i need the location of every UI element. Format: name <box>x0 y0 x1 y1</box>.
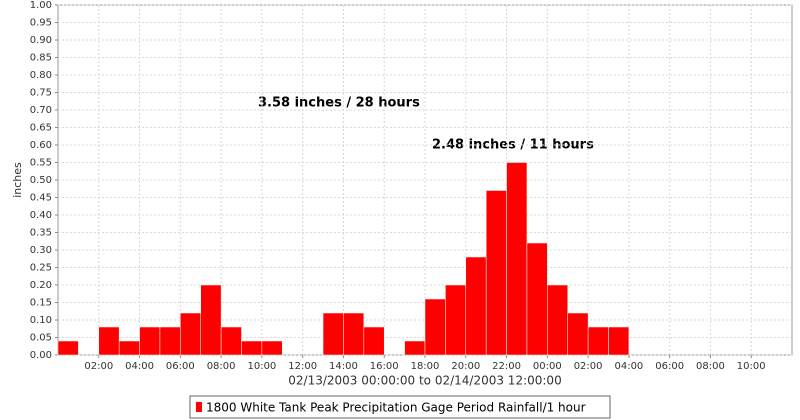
bar <box>526 242 548 356</box>
y-axis-label: inches <box>11 162 24 198</box>
bar <box>261 340 283 356</box>
bar <box>200 284 222 356</box>
bar <box>180 312 201 356</box>
bar <box>57 340 79 356</box>
bar <box>587 326 609 356</box>
y-tick-label: 0.75 <box>30 88 52 99</box>
x-tick-label: 18:00 <box>411 361 440 372</box>
y-tick-label: 0.05 <box>30 333 52 344</box>
annotation: 2.48 inches / 11 hours <box>432 138 594 153</box>
y-tick-label: 0.10 <box>30 315 52 326</box>
plot-area <box>57 4 793 356</box>
x-axis-label: 02/13/2003 00:00:00 to 02/14/2003 12:00:… <box>288 374 561 388</box>
bar <box>118 340 140 356</box>
x-tick-label: 14:00 <box>329 361 358 372</box>
y-tick-label: 0.40 <box>30 210 52 221</box>
bar <box>322 312 344 356</box>
x-tick-label: 00:00 <box>533 361 562 372</box>
y-tick-label: 0.65 <box>30 123 52 134</box>
annotation: 3.58 inches / 28 hours <box>258 96 420 111</box>
x-tick-label: 20:00 <box>451 361 480 372</box>
bar <box>220 326 242 356</box>
y-tick-label: 0.70 <box>30 105 52 116</box>
x-tick-label: 06:00 <box>166 361 195 372</box>
bar <box>424 298 446 356</box>
y-tick-label: 0.45 <box>30 193 52 204</box>
x-tick-label: 12:00 <box>288 361 317 372</box>
y-tick-label: 0.50 <box>30 175 52 186</box>
y-tick-label: 0.20 <box>30 280 52 291</box>
y-tick-label: 0.15 <box>30 298 52 309</box>
y-tick-label: 0.25 <box>30 263 52 274</box>
y-tick-label: 0.85 <box>30 53 52 64</box>
x-tick-label: 02:00 <box>84 361 113 372</box>
legend-label: 1800 White Tank Peak Precipitation Gage … <box>206 401 586 415</box>
x-tick-label: 08:00 <box>207 361 236 372</box>
bar <box>139 326 161 356</box>
bar <box>608 326 630 356</box>
bar <box>98 326 120 356</box>
y-tick-label: 0.55 <box>30 158 52 169</box>
legend <box>189 395 611 419</box>
bar <box>445 284 467 356</box>
bar <box>363 326 385 356</box>
bar <box>485 190 507 356</box>
x-tick-label: 04:00 <box>614 361 643 372</box>
x-tick-label: 06:00 <box>655 361 684 372</box>
y-tick-label: 1.00 <box>30 0 52 11</box>
y-tick-label: 0.90 <box>30 35 52 46</box>
bar <box>343 312 365 356</box>
bar <box>506 162 528 356</box>
bar <box>159 326 181 356</box>
x-tick-label: 22:00 <box>492 361 521 372</box>
legend-swatch <box>196 402 202 412</box>
y-tick-label: 0.95 <box>30 18 52 29</box>
x-tick-label: 10:00 <box>737 361 766 372</box>
bar <box>567 312 589 356</box>
bar <box>241 340 263 356</box>
y-tick-label: 0.35 <box>30 228 52 239</box>
x-tick-label: 08:00 <box>696 361 725 372</box>
x-tick-label: 10:00 <box>247 361 276 372</box>
bar <box>465 256 487 356</box>
bar <box>404 340 426 356</box>
y-tick-label: 0.60 <box>30 140 52 151</box>
x-tick-label: 02:00 <box>574 361 603 372</box>
y-tick-label: 0.00 <box>30 350 52 361</box>
x-tick-label: 16:00 <box>370 361 399 372</box>
x-tick-label: 04:00 <box>125 361 154 372</box>
bar <box>547 284 568 356</box>
y-tick-label: 0.80 <box>30 70 52 81</box>
y-tick-label: 0.30 <box>30 245 52 256</box>
